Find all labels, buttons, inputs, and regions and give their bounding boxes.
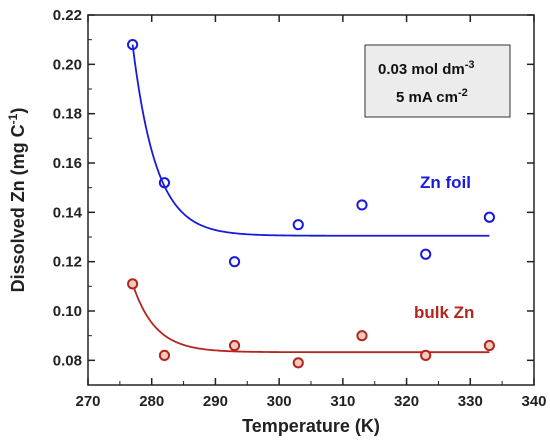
x-tick-label: 270: [75, 393, 100, 410]
x-tick-label: 310: [330, 393, 355, 410]
y-tick-label: 0.08: [53, 352, 82, 369]
bulk-zn-point: [228, 339, 241, 352]
y-tick-labels: 0.08 0.10 0.12 0.14 0.16 0.18 0.20 0.22: [53, 7, 83, 369]
y-tick-label: 0.18: [53, 106, 82, 123]
zn-foil-point: [158, 177, 171, 189]
bulk-zn-point: [356, 330, 368, 342]
x-tick-label: 290: [203, 393, 228, 410]
zn-foil-point: [127, 39, 139, 51]
series-label-zn-foil: Zn foil: [420, 173, 471, 192]
bulk-zn-point: [127, 278, 139, 290]
x-tick-label: 340: [521, 393, 546, 410]
x-tick-label: 280: [139, 393, 164, 410]
fit-curve-zn-foil: [131, 44, 490, 237]
x-axis-title: Temperature (K): [242, 416, 380, 436]
y-tick-label: 0.10: [53, 303, 82, 320]
y-tick-label: 0.22: [53, 7, 82, 24]
zn-foil-point: [356, 199, 368, 211]
y-axis-title: Dissolved Zn (mg C-1): [6, 108, 28, 293]
annotation-box: [364, 44, 511, 118]
zn-foil-point: [483, 211, 495, 223]
y-tick-label: 0.20: [53, 56, 82, 73]
y-tick-label: 0.14: [53, 204, 83, 221]
y-tick-label: 0.12: [53, 254, 82, 271]
axis-ticks: [87, 14, 535, 385]
bulk-zn-point: [420, 349, 432, 361]
y-tick-label: 0.16: [53, 155, 82, 172]
x-tick-label: 300: [267, 393, 292, 410]
bulk-zn-point: [158, 349, 171, 361]
x-tick-labels: 270 280 290 300 310 320 330 340: [75, 393, 546, 410]
data-points: [127, 39, 495, 369]
zn-foil-point: [420, 248, 432, 260]
zn-foil-point: [228, 256, 241, 268]
bulk-zn-point: [292, 357, 304, 369]
x-tick-label: 320: [394, 393, 419, 410]
bulk-zn-point: [483, 339, 495, 352]
annotation-current-density: 5 mA cm-2: [396, 87, 468, 106]
annotation-concentration: 0.03 mol dm-3: [378, 59, 474, 78]
zn-foil-point: [292, 219, 304, 231]
x-tick-label: 330: [458, 393, 483, 410]
series-label-bulk-zn: bulk Zn: [414, 303, 474, 322]
